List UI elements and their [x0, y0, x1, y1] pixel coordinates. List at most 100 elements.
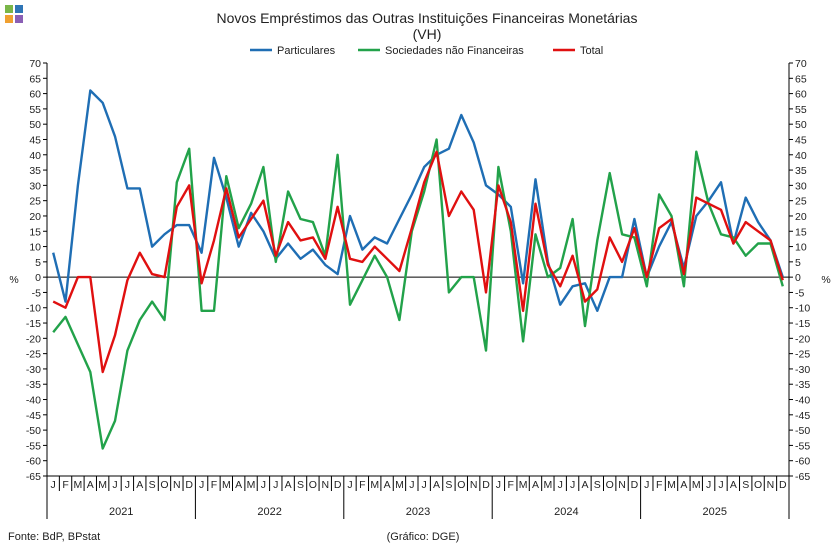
- y-tick-label-right: -35: [795, 379, 810, 391]
- x-month-label: J: [644, 479, 649, 491]
- x-month-label: M: [370, 479, 379, 491]
- chart-subtitle: (VH): [413, 26, 442, 42]
- y-tick-label-left: -25: [26, 349, 41, 361]
- y-tick-label-left: 5: [35, 257, 41, 269]
- y-tick-label-left: 60: [29, 89, 41, 101]
- x-month-label: D: [779, 479, 787, 491]
- x-month-label: F: [62, 479, 68, 491]
- series-line-total: [52, 150, 784, 374]
- y-tick-label-right: -45: [795, 410, 810, 422]
- y-tick-label-left: 25: [29, 196, 41, 208]
- y-tick-label-left: 15: [29, 226, 41, 238]
- x-year-label: 2025: [703, 506, 727, 518]
- x-month-label: J: [51, 479, 56, 491]
- x-month-label: M: [395, 479, 404, 491]
- source-note: Fonte: BdP, BPstat: [8, 531, 100, 543]
- y-tick-label-right: -40: [795, 395, 810, 407]
- x-year-label: 2022: [257, 506, 281, 518]
- x-month-label: S: [445, 479, 452, 491]
- x-month-label: S: [742, 479, 749, 491]
- x-month-label: M: [543, 479, 552, 491]
- x-month-label: M: [222, 479, 231, 491]
- x-month-label: S: [149, 479, 156, 491]
- y-tick-label-right: -25: [795, 349, 810, 361]
- y-tick-label-right: -30: [795, 364, 810, 376]
- y-tick-label-left: 50: [29, 119, 41, 131]
- x-month-label: J: [409, 479, 414, 491]
- y-tick-label-right: -60: [795, 456, 810, 468]
- legend-item-label: Sociedades não Financeiras: [385, 45, 524, 57]
- y-tick-label-left: 10: [29, 242, 41, 254]
- y-tick-label-left: -5: [32, 287, 41, 299]
- y-tick-label-right: -20: [795, 333, 810, 345]
- credit-note: (Gráfico: DGE): [387, 531, 460, 543]
- x-month-label: O: [160, 479, 168, 491]
- y-tick-label-left: -65: [26, 471, 41, 483]
- y-tick-label-left: -10: [26, 303, 41, 315]
- logo-square-green: [5, 5, 13, 13]
- x-month-label: M: [98, 479, 107, 491]
- x-month-label: J: [718, 479, 723, 491]
- y-tick-label-right: -10: [795, 303, 810, 315]
- series-line-particulares: [52, 89, 784, 312]
- y-tick-label-right: 55: [795, 104, 807, 116]
- x-month-label: O: [309, 479, 317, 491]
- x-month-label: D: [334, 479, 342, 491]
- series-line-sociedades-n-o-financeiras: [52, 138, 784, 450]
- y-tick-label-left: 40: [29, 150, 41, 162]
- y-tick-label-right: 35: [795, 165, 807, 177]
- y-tick-label-left: -55: [26, 440, 41, 452]
- legend-item-label: Particulares: [277, 45, 336, 57]
- x-month-label: J: [261, 479, 266, 491]
- x-month-label: F: [359, 479, 365, 491]
- x-year-label: 2023: [406, 506, 430, 518]
- x-month-label: A: [136, 479, 143, 491]
- y-tick-label-right: 70: [795, 58, 807, 70]
- x-month-label: A: [730, 479, 737, 491]
- x-month-label: M: [74, 479, 83, 491]
- y-tick-label-left: -60: [26, 456, 41, 468]
- x-month-label: A: [285, 479, 292, 491]
- y-tick-label-left: 70: [29, 58, 41, 70]
- x-month-label: N: [173, 479, 181, 491]
- y-tick-label-left: 45: [29, 134, 41, 146]
- x-month-label: M: [692, 479, 701, 491]
- x-month-label: D: [185, 479, 193, 491]
- x-month-label: J: [125, 479, 130, 491]
- x-month-label: F: [656, 479, 662, 491]
- chart-title: Novos Empréstimos das Outras Instituiçõe…: [217, 10, 638, 26]
- x-month-label: J: [706, 479, 711, 491]
- x-month-label: J: [558, 479, 563, 491]
- y-tick-label-right: 40: [795, 150, 807, 162]
- y-tick-label-left: 35: [29, 165, 41, 177]
- x-month-label: O: [606, 479, 614, 491]
- x-month-label: D: [482, 479, 490, 491]
- y-tick-label-right: -50: [795, 425, 810, 437]
- y-tick-label-right: 60: [795, 89, 807, 101]
- x-month-label: J: [496, 479, 501, 491]
- x-month-label: S: [297, 479, 304, 491]
- y-tick-label-left: 30: [29, 180, 41, 192]
- y-tick-label-right: 65: [795, 73, 807, 85]
- x-month-label: A: [87, 479, 94, 491]
- y-tick-label-right: 15: [795, 226, 807, 238]
- y-tick-label-left: 0: [35, 272, 41, 284]
- y-tick-label-right: -15: [795, 318, 810, 330]
- x-month-label: O: [754, 479, 762, 491]
- y-tick-label-right: 0: [795, 272, 801, 284]
- y-tick-label-right: 10: [795, 242, 807, 254]
- x-month-label: N: [618, 479, 626, 491]
- x-month-label: F: [508, 479, 514, 491]
- x-month-label: N: [470, 479, 478, 491]
- legend-item-label: Total: [580, 45, 603, 57]
- y-tick-label-left: 65: [29, 73, 41, 85]
- y-tick-label-right: 20: [795, 211, 807, 223]
- x-month-label: J: [112, 479, 117, 491]
- x-month-label: O: [457, 479, 465, 491]
- x-month-label: F: [211, 479, 217, 491]
- y-tick-label-right: -55: [795, 440, 810, 452]
- y-tick-label-left: -45: [26, 410, 41, 422]
- x-month-label: J: [273, 479, 278, 491]
